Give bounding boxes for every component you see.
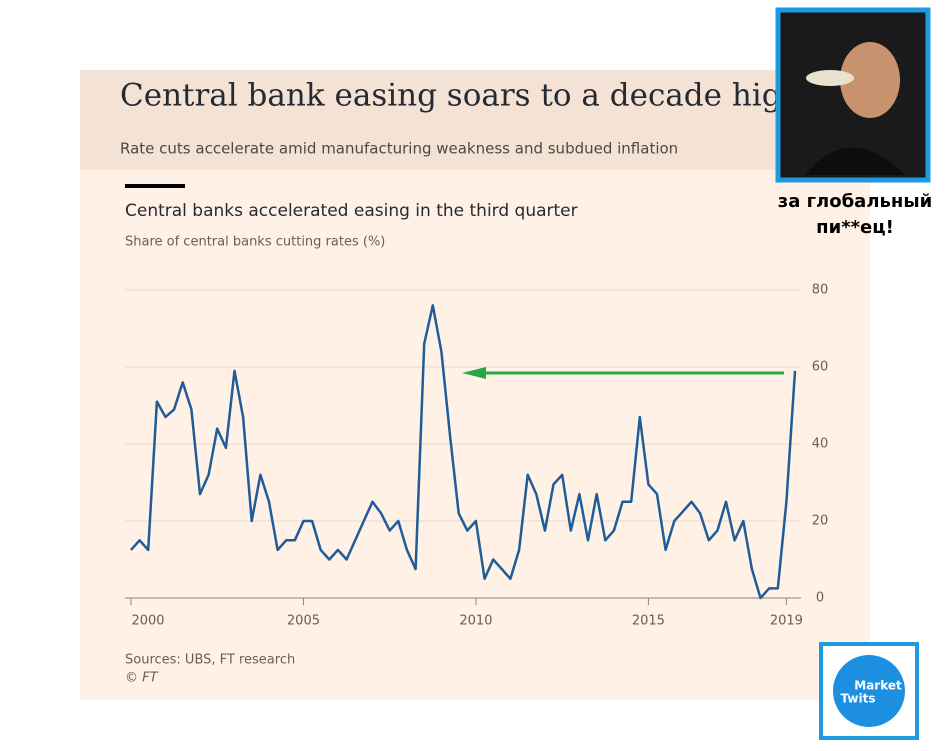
meme-glass [806,70,854,86]
x-tick-label: 2005 [287,614,320,629]
x-tick-label: 2000 [131,614,164,629]
plot: 0 20 40 60 80 2000 2005 2010 2015 2019 [125,283,828,629]
y-tick-label: 40 [812,437,829,452]
y-tick-label: 80 [812,283,829,298]
logo: Market Twits [819,642,919,740]
ft-panel [80,70,870,700]
meme-face [840,42,900,118]
title: Central bank easing soars to a decade hi… [120,78,802,114]
chart-title: Central banks accelerated easing in the … [125,201,578,221]
subtitle: Rate cuts accelerate amid manufacturing … [120,140,678,158]
y-tick-label: 0 [816,591,824,606]
logo-circle [833,655,905,727]
arrow-head [462,367,486,379]
annotation-arrow [462,367,784,379]
y-label: Share of central banks cutting rates (%) [125,235,385,250]
data-line [130,304,797,600]
meme-suit [805,147,905,175]
x-tick-label: 2015 [632,614,665,629]
credit: © FT [125,671,159,686]
meme-caption: пи**ец! [816,217,894,238]
header-band [80,70,870,170]
x-tick-label: 2010 [459,614,492,629]
y-tick-label: 60 [812,360,829,375]
logo-text: Twits [841,692,876,706]
accent-bar [125,184,185,188]
logo-text: Market [854,679,902,693]
meme-caption: за глобальный [778,191,932,212]
source: Sources: UBS, FT research [125,653,295,668]
y-tick-label: 20 [812,514,829,529]
meme: за глобальный пи**ец! [775,7,932,238]
x-tick-label: 2019 [770,614,803,629]
